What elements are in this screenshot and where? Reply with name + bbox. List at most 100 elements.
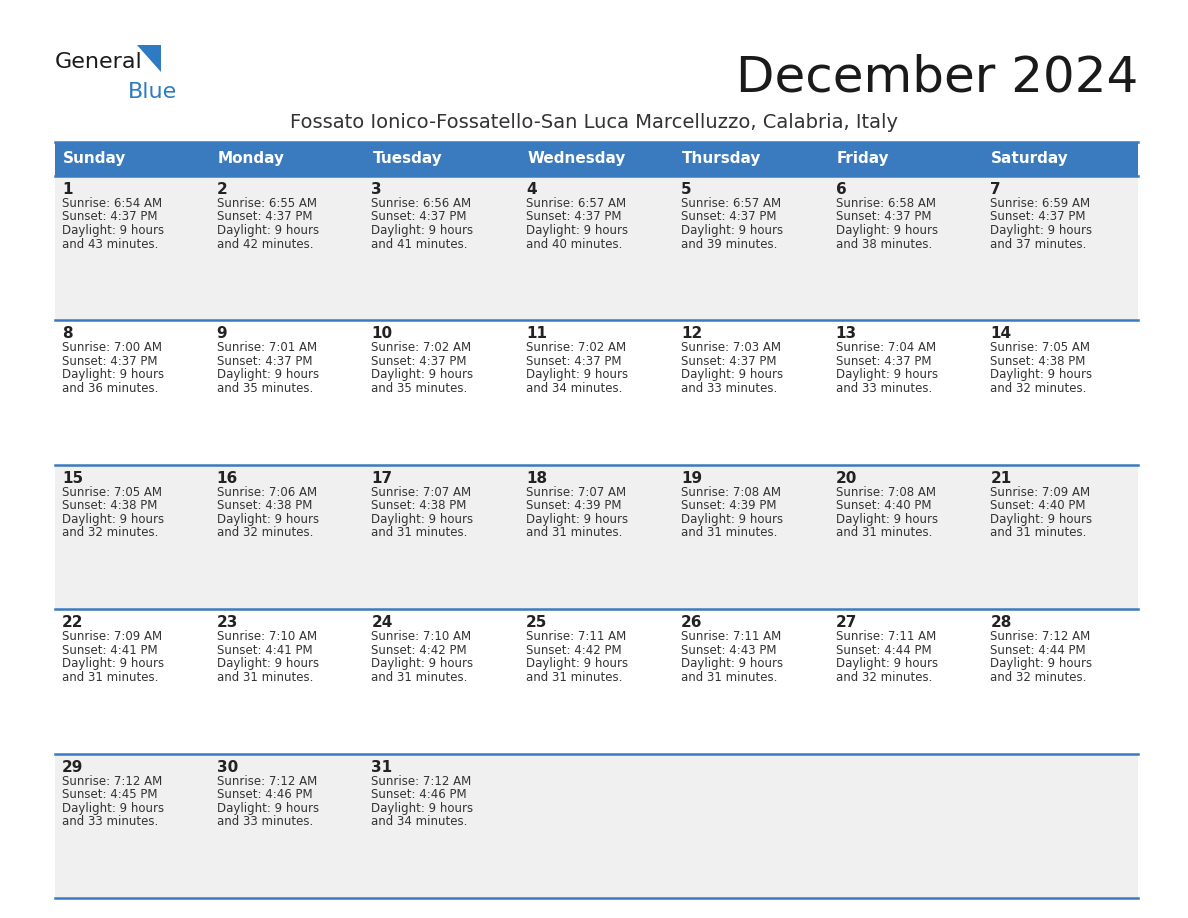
Text: Daylight: 9 hours: Daylight: 9 hours xyxy=(372,801,474,814)
Text: 15: 15 xyxy=(62,471,83,486)
Text: General: General xyxy=(55,52,143,72)
Text: 2: 2 xyxy=(216,182,227,197)
Text: 19: 19 xyxy=(681,471,702,486)
Text: 3: 3 xyxy=(372,182,383,197)
Text: 11: 11 xyxy=(526,327,548,341)
Text: Daylight: 9 hours: Daylight: 9 hours xyxy=(835,513,937,526)
Bar xyxy=(55,754,1138,898)
Text: and 31 minutes.: and 31 minutes. xyxy=(991,526,1087,539)
Text: 24: 24 xyxy=(372,615,393,630)
Text: 5: 5 xyxy=(681,182,691,197)
Text: Daylight: 9 hours: Daylight: 9 hours xyxy=(62,657,164,670)
Text: December 2024: December 2024 xyxy=(735,54,1138,102)
Text: Sunset: 4:37 PM: Sunset: 4:37 PM xyxy=(835,355,931,368)
Text: Sunset: 4:37 PM: Sunset: 4:37 PM xyxy=(372,210,467,223)
Text: Daylight: 9 hours: Daylight: 9 hours xyxy=(62,368,164,381)
Text: Daylight: 9 hours: Daylight: 9 hours xyxy=(216,224,318,237)
Text: 30: 30 xyxy=(216,759,238,775)
Text: Daylight: 9 hours: Daylight: 9 hours xyxy=(372,513,474,526)
Text: Sunset: 4:37 PM: Sunset: 4:37 PM xyxy=(216,210,312,223)
Text: Saturday: Saturday xyxy=(991,151,1069,166)
Text: Sunrise: 7:00 AM: Sunrise: 7:00 AM xyxy=(62,341,162,354)
Text: and 31 minutes.: and 31 minutes. xyxy=(372,526,468,539)
Text: Sunset: 4:37 PM: Sunset: 4:37 PM xyxy=(681,355,776,368)
Text: Sunset: 4:42 PM: Sunset: 4:42 PM xyxy=(526,644,621,656)
Text: Daylight: 9 hours: Daylight: 9 hours xyxy=(991,513,1093,526)
Text: Daylight: 9 hours: Daylight: 9 hours xyxy=(681,224,783,237)
Text: and 35 minutes.: and 35 minutes. xyxy=(216,382,312,395)
Text: Sunset: 4:41 PM: Sunset: 4:41 PM xyxy=(62,644,158,656)
Text: 18: 18 xyxy=(526,471,548,486)
Text: Sunset: 4:37 PM: Sunset: 4:37 PM xyxy=(835,210,931,223)
Text: and 31 minutes.: and 31 minutes. xyxy=(681,526,777,539)
Text: Sunrise: 7:12 AM: Sunrise: 7:12 AM xyxy=(216,775,317,788)
Text: Daylight: 9 hours: Daylight: 9 hours xyxy=(835,368,937,381)
Text: Sunrise: 7:08 AM: Sunrise: 7:08 AM xyxy=(681,486,781,498)
Text: Daylight: 9 hours: Daylight: 9 hours xyxy=(681,513,783,526)
Text: and 43 minutes.: and 43 minutes. xyxy=(62,238,158,251)
Text: and 32 minutes.: and 32 minutes. xyxy=(991,382,1087,395)
Text: Sunrise: 7:04 AM: Sunrise: 7:04 AM xyxy=(835,341,936,354)
Text: Sunset: 4:37 PM: Sunset: 4:37 PM xyxy=(526,210,621,223)
Bar xyxy=(55,142,1138,176)
Bar xyxy=(55,610,1138,754)
Text: and 33 minutes.: and 33 minutes. xyxy=(835,382,931,395)
Text: 17: 17 xyxy=(372,471,392,486)
Text: and 31 minutes.: and 31 minutes. xyxy=(835,526,931,539)
Text: Sunset: 4:39 PM: Sunset: 4:39 PM xyxy=(526,499,621,512)
Text: and 32 minutes.: and 32 minutes. xyxy=(62,526,158,539)
Text: and 32 minutes.: and 32 minutes. xyxy=(991,671,1087,684)
Text: Sunrise: 7:11 AM: Sunrise: 7:11 AM xyxy=(526,630,626,644)
Bar xyxy=(55,465,1138,610)
Text: and 31 minutes.: and 31 minutes. xyxy=(216,671,314,684)
Text: Monday: Monday xyxy=(217,151,285,166)
Text: Sunset: 4:46 PM: Sunset: 4:46 PM xyxy=(216,788,312,801)
Text: 28: 28 xyxy=(991,615,1012,630)
Text: Daylight: 9 hours: Daylight: 9 hours xyxy=(526,224,628,237)
Text: Daylight: 9 hours: Daylight: 9 hours xyxy=(62,224,164,237)
Text: Daylight: 9 hours: Daylight: 9 hours xyxy=(216,513,318,526)
Text: Sunset: 4:42 PM: Sunset: 4:42 PM xyxy=(372,644,467,656)
Text: Sunset: 4:41 PM: Sunset: 4:41 PM xyxy=(216,644,312,656)
Text: Daylight: 9 hours: Daylight: 9 hours xyxy=(216,801,318,814)
Text: and 33 minutes.: and 33 minutes. xyxy=(62,815,158,828)
Text: 21: 21 xyxy=(991,471,1011,486)
Text: 12: 12 xyxy=(681,327,702,341)
Text: and 36 minutes.: and 36 minutes. xyxy=(62,382,158,395)
Text: Daylight: 9 hours: Daylight: 9 hours xyxy=(991,657,1093,670)
Text: Sunrise: 6:57 AM: Sunrise: 6:57 AM xyxy=(681,197,781,210)
Text: Sunrise: 7:12 AM: Sunrise: 7:12 AM xyxy=(991,630,1091,644)
Bar xyxy=(55,320,1138,465)
Text: and 42 minutes.: and 42 minutes. xyxy=(216,238,314,251)
Text: Thursday: Thursday xyxy=(682,151,762,166)
Polygon shape xyxy=(137,45,162,72)
Text: Wednesday: Wednesday xyxy=(527,151,626,166)
Bar xyxy=(55,176,1138,320)
Text: and 33 minutes.: and 33 minutes. xyxy=(216,815,312,828)
Text: Sunset: 4:37 PM: Sunset: 4:37 PM xyxy=(62,210,158,223)
Text: 22: 22 xyxy=(62,615,83,630)
Text: Sunrise: 7:02 AM: Sunrise: 7:02 AM xyxy=(372,341,472,354)
Text: Sunrise: 7:12 AM: Sunrise: 7:12 AM xyxy=(62,775,163,788)
Text: Sunrise: 7:06 AM: Sunrise: 7:06 AM xyxy=(216,486,317,498)
Text: Sunset: 4:43 PM: Sunset: 4:43 PM xyxy=(681,644,776,656)
Text: Sunrise: 7:07 AM: Sunrise: 7:07 AM xyxy=(526,486,626,498)
Text: Sunrise: 7:03 AM: Sunrise: 7:03 AM xyxy=(681,341,781,354)
Text: 7: 7 xyxy=(991,182,1001,197)
Text: 10: 10 xyxy=(372,327,392,341)
Text: 4: 4 xyxy=(526,182,537,197)
Text: and 32 minutes.: and 32 minutes. xyxy=(835,671,931,684)
Text: Sunrise: 6:59 AM: Sunrise: 6:59 AM xyxy=(991,197,1091,210)
Text: Sunrise: 6:58 AM: Sunrise: 6:58 AM xyxy=(835,197,936,210)
Text: Sunrise: 7:05 AM: Sunrise: 7:05 AM xyxy=(62,486,162,498)
Text: Sunday: Sunday xyxy=(63,151,126,166)
Text: Daylight: 9 hours: Daylight: 9 hours xyxy=(62,801,164,814)
Text: 14: 14 xyxy=(991,327,1011,341)
Text: Sunrise: 7:12 AM: Sunrise: 7:12 AM xyxy=(372,775,472,788)
Text: Daylight: 9 hours: Daylight: 9 hours xyxy=(681,368,783,381)
Text: Daylight: 9 hours: Daylight: 9 hours xyxy=(526,513,628,526)
Text: 27: 27 xyxy=(835,615,857,630)
Text: Daylight: 9 hours: Daylight: 9 hours xyxy=(991,224,1093,237)
Text: and 34 minutes.: and 34 minutes. xyxy=(372,815,468,828)
Text: Sunrise: 7:10 AM: Sunrise: 7:10 AM xyxy=(216,630,317,644)
